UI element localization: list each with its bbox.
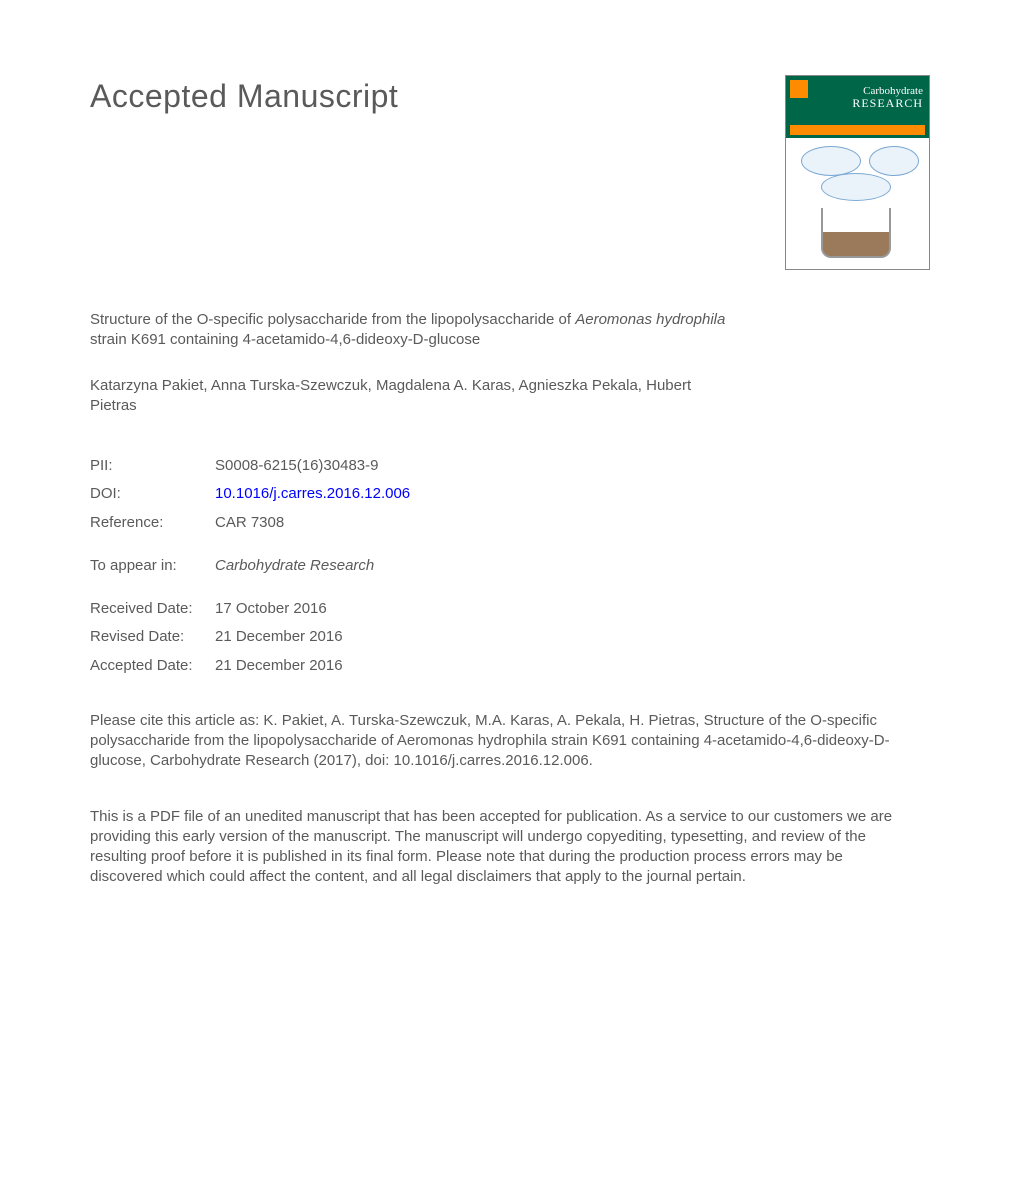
cover-graphic-beaker (821, 208, 891, 258)
reference-value: CAR 7308 (215, 513, 284, 533)
received-value: 17 October 2016 (215, 599, 327, 619)
pii-value: S0008-6215(16)30483-9 (215, 456, 378, 476)
citation-part: (2017), doi: 10.1016/j.carres.2016.12.00… (309, 752, 593, 769)
received-label: Received Date: (90, 599, 215, 619)
citation-species-italic: Aeromonas hydrophila (397, 732, 547, 749)
meta-row-pii: PII: S0008-6215(16)30483-9 (90, 456, 930, 476)
article-title: Structure of the O-specific polysacchari… (90, 310, 730, 351)
metadata-table: PII: S0008-6215(16)30483-9 DOI: 10.1016/… (90, 456, 930, 676)
journal-cover-bar (790, 125, 925, 135)
reference-label: Reference: (90, 513, 215, 533)
appear-value: Carbohydrate Research (215, 556, 374, 576)
accepted-label: Accepted Date: (90, 656, 215, 676)
accepted-value: 21 December 2016 (215, 656, 343, 676)
cover-graphic-blob (869, 146, 919, 176)
doi-label: DOI: (90, 484, 215, 504)
title-text: Structure of the O-specific polysacchari… (90, 311, 575, 328)
revised-label: Revised Date: (90, 627, 215, 647)
header-row: Accepted Manuscript Carbohydrate RESEARC… (90, 75, 930, 270)
meta-row-doi: DOI: 10.1016/j.carres.2016.12.006 (90, 484, 930, 504)
elsevier-logo-icon (790, 80, 808, 98)
journal-cover-header: Carbohydrate RESEARCH (786, 76, 929, 138)
meta-row-appear: To appear in: Carbohydrate Research (90, 556, 930, 576)
cover-graphic-blob (801, 146, 861, 176)
cover-graphic-blob (821, 173, 891, 201)
authors-list: Katarzyna Pakiet, Anna Turska-Szewczuk, … (90, 376, 730, 417)
citation-text: Please cite this article as: K. Pakiet, … (90, 711, 910, 772)
journal-name-line2: RESEARCH (852, 97, 923, 109)
revised-value: 21 December 2016 (215, 627, 343, 647)
title-species-italic: Aeromonas hydrophila (575, 311, 725, 328)
appear-label: To appear in: (90, 556, 215, 576)
journal-cover-body (786, 138, 929, 268)
doi-link[interactable]: 10.1016/j.carres.2016.12.006 (215, 484, 410, 504)
pii-label: PII: (90, 456, 215, 476)
meta-row-received: Received Date: 17 October 2016 (90, 599, 930, 619)
page-heading: Accepted Manuscript (90, 75, 398, 118)
journal-cover-title: Carbohydrate RESEARCH (852, 86, 923, 109)
meta-row-revised: Revised Date: 21 December 2016 (90, 627, 930, 647)
meta-row-reference: Reference: CAR 7308 (90, 513, 930, 533)
disclaimer-text: This is a PDF file of an unedited manusc… (90, 807, 910, 888)
meta-row-accepted: Accepted Date: 21 December 2016 (90, 656, 930, 676)
citation-journal-italic: Carbohydrate Research (150, 752, 309, 769)
title-text: strain K691 containing 4-acetamido-4,6-d… (90, 331, 480, 348)
journal-cover-thumbnail: Carbohydrate RESEARCH (785, 75, 930, 270)
